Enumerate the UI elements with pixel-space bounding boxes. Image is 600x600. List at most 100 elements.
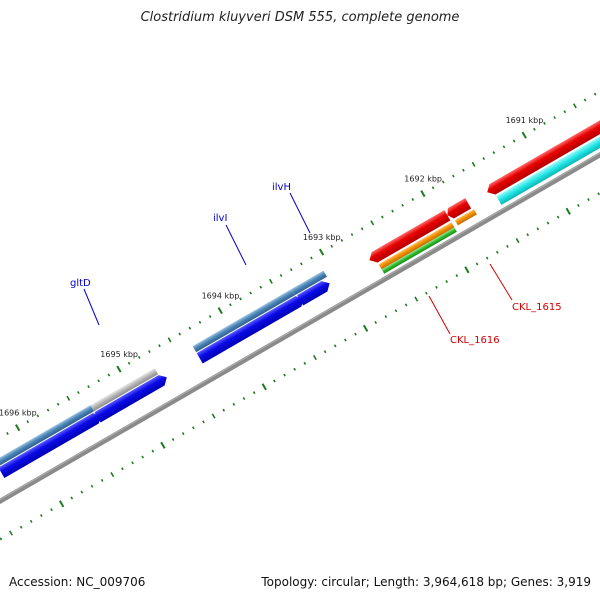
- scale-tick: [131, 461, 134, 465]
- gene-label-CKL_1615[interactable]: CKL_1615: [512, 302, 562, 313]
- scale-tick: [188, 326, 192, 330]
- genome-summary: Topology: circular; Length: 3,964,618 bp…: [261, 575, 591, 589]
- scale-tick: [249, 291, 252, 295]
- gene-block-steel[interactable]: [90, 368, 159, 412]
- kbp-label: 1691 kbp: [506, 116, 544, 125]
- gene-arrow-red[interactable]: [484, 100, 600, 197]
- scale-tick: [289, 268, 293, 272]
- scale-tick: [15, 424, 21, 432]
- scale-tick: [171, 437, 175, 441]
- scale-tick: [455, 274, 459, 278]
- scale-tick: [148, 350, 151, 354]
- scale-tick: [340, 238, 344, 242]
- scale-tick: [496, 250, 499, 254]
- scale-tick: [56, 402, 60, 406]
- scale-tick: [360, 227, 364, 231]
- scale-tick: [362, 324, 369, 332]
- cds-track-reverse: [366, 100, 600, 274]
- scale-tick: [471, 161, 476, 167]
- scale-tick: [482, 157, 486, 160]
- scale-tick: [312, 355, 317, 361]
- gene-arrow-blue[interactable]: [94, 372, 170, 423]
- accession-text: Accession: NC_009706: [9, 575, 146, 589]
- gene-block-steel[interactable]: [192, 289, 295, 353]
- gene-label-gltD[interactable]: gltD: [70, 278, 91, 289]
- scale-tick: [354, 332, 357, 336]
- scale-tick: [217, 307, 223, 315]
- scale-tick: [303, 361, 307, 365]
- scale-tick: [381, 215, 384, 219]
- gene-label-ilvH[interactable]: ilvH: [272, 182, 291, 193]
- scale-tick: [587, 198, 590, 202]
- scale-tick: [445, 280, 448, 283]
- gene-block-cyan[interactable]: [496, 112, 600, 205]
- gene-block-orange[interactable]: [454, 209, 477, 226]
- scale-tick: [211, 413, 216, 419]
- scale-tick: [333, 344, 337, 348]
- scale-tick: [293, 367, 296, 371]
- scale-tick: [137, 355, 141, 359]
- scale-tick: [597, 192, 600, 196]
- scale-tick: [441, 180, 445, 184]
- scale-tick: [268, 278, 273, 284]
- scale-tick: [577, 203, 580, 207]
- scale-tick: [192, 426, 195, 430]
- scale-tick: [475, 262, 479, 266]
- gene-arrow-red[interactable]: [444, 198, 472, 220]
- gene-block-steel[interactable]: [291, 270, 327, 296]
- gene-arrow-blue[interactable]: [0, 410, 104, 478]
- scale-tick: [420, 190, 426, 198]
- scale-tick: [77, 391, 80, 394]
- scale-tick: [583, 98, 587, 102]
- scale-tick: [252, 391, 256, 395]
- gene-block-green[interactable]: [381, 227, 457, 274]
- scale-tick: [462, 168, 465, 172]
- scale-tick: [229, 303, 232, 307]
- scale-tick: [273, 379, 276, 383]
- map-title: Clostridium kluyveri DSM 555, complete g…: [140, 10, 460, 25]
- scale-tick: [300, 262, 303, 266]
- scale-tick: [394, 309, 398, 313]
- gene-block-orange[interactable]: [378, 222, 455, 270]
- scale-tick: [19, 525, 23, 529]
- scale-tick: [572, 103, 577, 109]
- scale-tick: [323, 350, 327, 354]
- scale-tick: [87, 385, 90, 389]
- scale-tick: [521, 131, 527, 139]
- outer-tick-ring: [6, 92, 597, 435]
- scale-tick: [66, 395, 71, 401]
- gene-arrow-blue[interactable]: [297, 278, 332, 306]
- gene-arrow-red[interactable]: [366, 210, 451, 265]
- scale-tick: [485, 256, 489, 260]
- scale-tick: [464, 266, 470, 274]
- scale-tick: [167, 337, 172, 343]
- gene-label-CKL_1616[interactable]: CKL_1616: [450, 335, 500, 346]
- scale-tick: [26, 420, 30, 424]
- scale-tick: [435, 285, 438, 289]
- scale-tick: [100, 478, 104, 482]
- scale-tick: [565, 207, 571, 215]
- scale-tick: [452, 174, 455, 178]
- scale-tick: [70, 496, 74, 500]
- scale-tick: [202, 420, 205, 424]
- kbp-label: 1692 kbp: [404, 174, 442, 183]
- scale-tick: [261, 383, 267, 391]
- scale-tick: [158, 344, 161, 348]
- scale-tick: [6, 431, 9, 435]
- scale-tick: [178, 332, 182, 336]
- scale-tick: [283, 373, 286, 377]
- scale-tick: [512, 139, 516, 143]
- gene-arrow-blue[interactable]: [196, 293, 307, 364]
- inner-tick-ring: [0, 192, 600, 541]
- scale-tick: [401, 203, 404, 207]
- scale-tick: [160, 441, 166, 449]
- scale-tick: [0, 537, 3, 541]
- gene-block-steel[interactable]: [0, 405, 95, 467]
- gene-label-ilvI[interactable]: ilvI: [213, 213, 227, 224]
- cds-track-forward: [0, 278, 332, 478]
- scale-tick: [384, 315, 388, 319]
- scale-tick: [404, 303, 408, 307]
- scale-tick: [29, 519, 33, 523]
